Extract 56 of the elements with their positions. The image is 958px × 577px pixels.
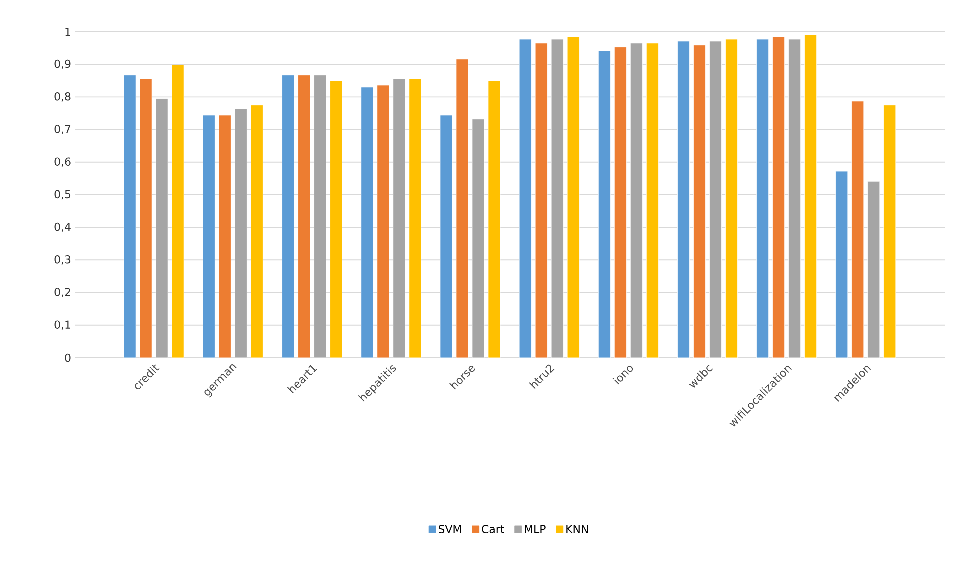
bar (726, 39, 738, 358)
bar (567, 37, 580, 358)
bar (282, 75, 294, 358)
bar (804, 35, 818, 358)
bar (646, 43, 659, 358)
y-tick-label: 0 (65, 354, 71, 362)
bar (772, 37, 786, 358)
bar (156, 98, 168, 358)
bar (140, 79, 152, 358)
y-tick-label: 0,4 (54, 222, 71, 232)
legend-label: KNN (566, 525, 588, 534)
y-tick-label: 1 (66, 28, 70, 36)
y-tick-label: 0,1 (54, 320, 70, 330)
bar (234, 109, 248, 358)
bar (598, 51, 611, 358)
bar (836, 171, 848, 358)
bar (519, 39, 532, 358)
bar (298, 75, 310, 358)
y-tick-label: 0,2 (54, 288, 70, 298)
y-tick-label: 0,3 (54, 255, 71, 265)
bar (124, 75, 136, 358)
y-tick-label: 0,8 (54, 92, 71, 102)
bar (393, 79, 406, 358)
legend-label: MLP (525, 525, 546, 534)
y-tick-label: 0,9 (54, 60, 71, 70)
bar (488, 81, 501, 358)
y-tick-label: 0,6 (54, 158, 71, 168)
bar (314, 75, 326, 358)
bar (614, 47, 627, 358)
bar (788, 39, 802, 358)
legend-label: SVM (438, 525, 462, 534)
bar (884, 105, 896, 358)
y-tick-label: 0,7 (54, 125, 71, 134)
bar (409, 79, 422, 358)
bar (250, 105, 264, 358)
bar (456, 59, 469, 358)
bar (440, 115, 453, 358)
bar (218, 115, 232, 358)
bar (377, 85, 390, 358)
bar (868, 181, 880, 358)
bar (202, 115, 216, 358)
bar (630, 43, 643, 358)
bar (472, 119, 485, 358)
legend-label: Cart (482, 525, 504, 534)
bar (535, 43, 548, 358)
y-tick-label: 0,5 (54, 190, 71, 200)
bar (694, 45, 706, 358)
bar (361, 87, 374, 358)
bar (852, 101, 864, 358)
bar (551, 39, 564, 358)
bar (678, 41, 690, 358)
bar (330, 81, 342, 358)
bar (710, 41, 722, 358)
x-tick-label: iono (612, 366, 634, 385)
bar (756, 39, 770, 358)
bar (172, 65, 184, 358)
